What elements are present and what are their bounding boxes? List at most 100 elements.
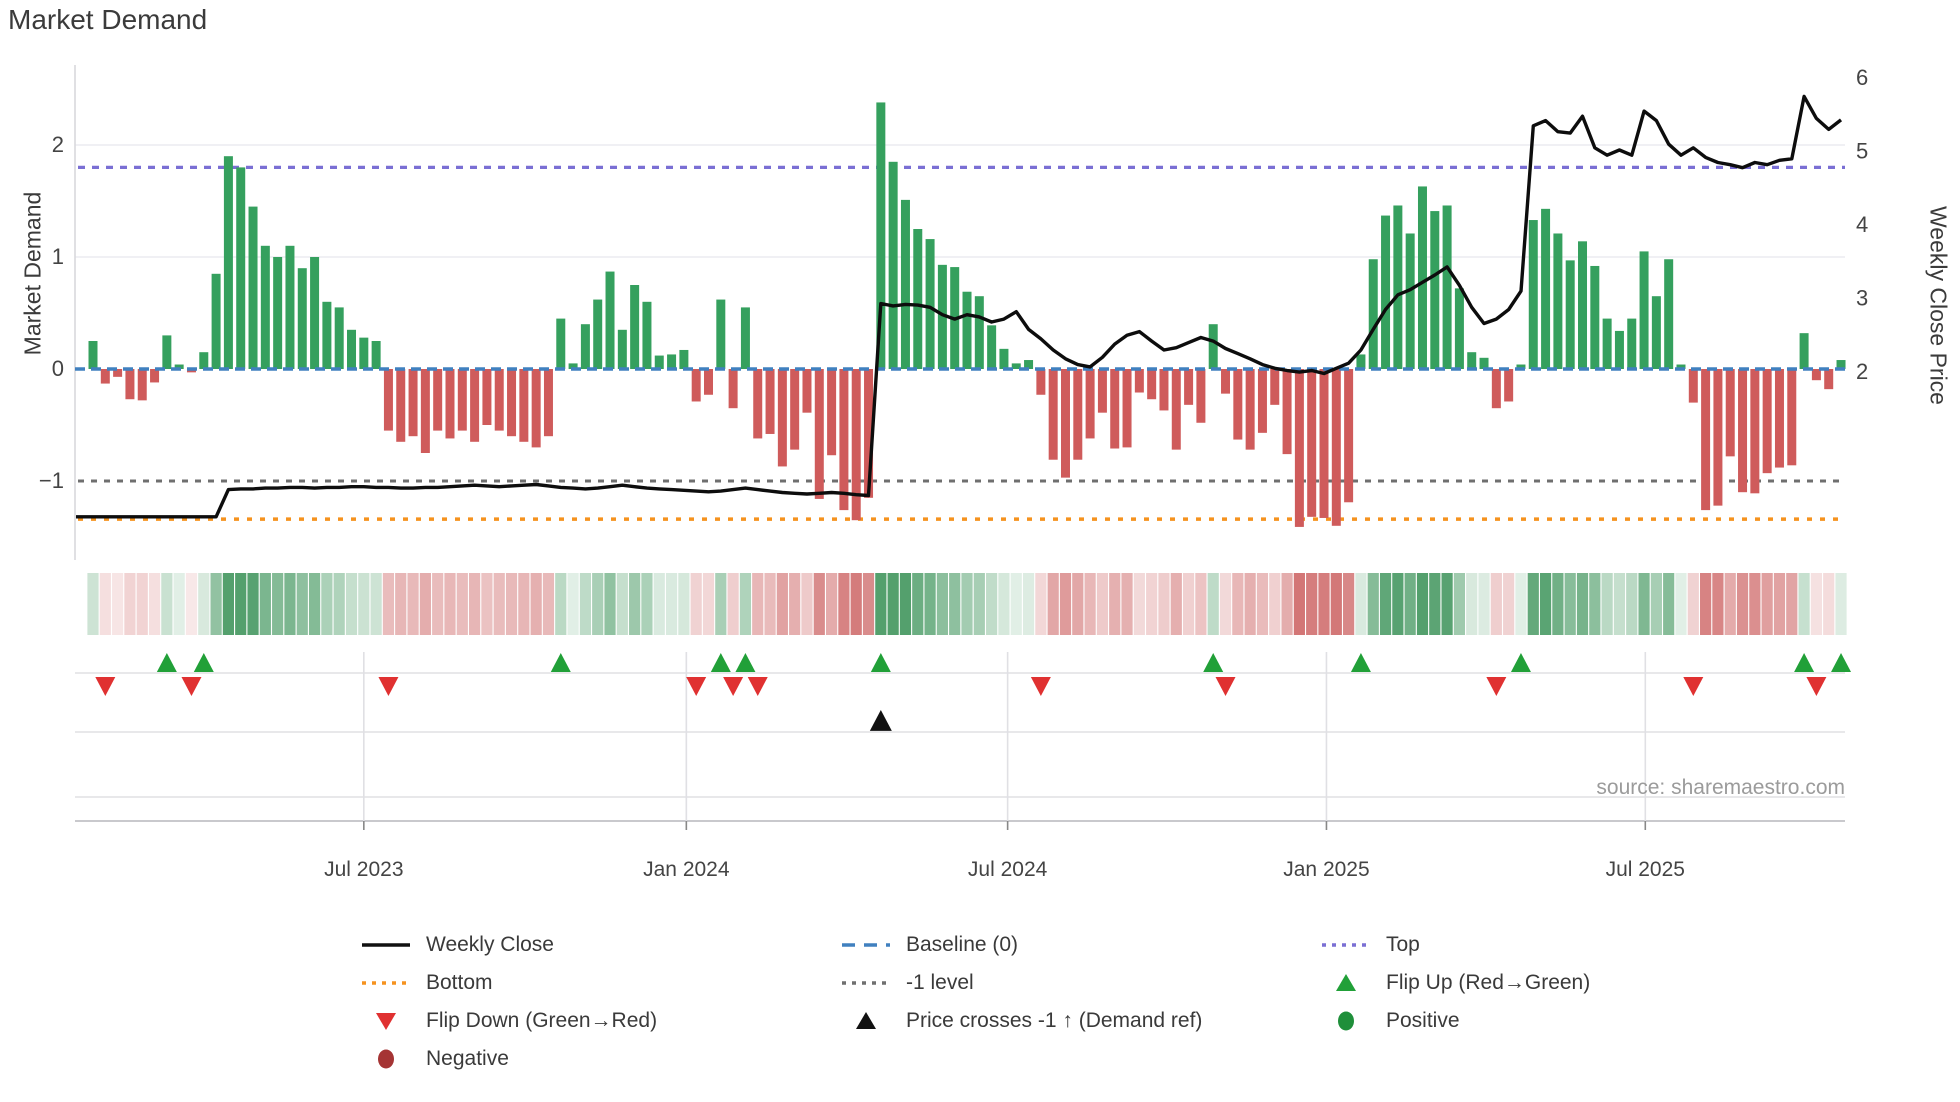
legend-item: Negative (360, 1044, 509, 1074)
heatmap-cell (432, 573, 444, 635)
demand-bar (88, 341, 98, 369)
demand-bar (691, 369, 701, 402)
demand-bar (962, 291, 972, 369)
heatmap-cell (124, 573, 136, 635)
heatmap-cell (112, 573, 124, 635)
heatmap-cell (185, 573, 198, 635)
heatmap-cell (419, 573, 431, 635)
heatmap-cell (1072, 573, 1084, 635)
heatmap-cell (936, 573, 948, 635)
heatmap-cell (764, 573, 776, 635)
heatmap-cell (247, 573, 259, 635)
demand-bar (1454, 288, 1464, 369)
demand-bar (1393, 205, 1403, 369)
heatmap-cell (801, 573, 813, 635)
demand-bar (925, 239, 935, 369)
demand-bar (1073, 369, 1083, 460)
demand-bar (1578, 241, 1588, 369)
demand-bar (1565, 260, 1575, 369)
heatmap-cell (1035, 573, 1047, 635)
demand-bar (273, 257, 283, 369)
legend-item: -1 level (840, 968, 974, 998)
flip-down-marker (723, 677, 744, 696)
demand-bar (593, 299, 603, 369)
heatmap-cell (235, 573, 247, 635)
heatmap-cell (1835, 573, 1847, 635)
demand-bar (1417, 186, 1427, 369)
heatmap-cell (629, 573, 641, 635)
demand-bar (1171, 369, 1181, 450)
heatmap-cell (1109, 573, 1121, 635)
heatmap-cell (1281, 573, 1293, 635)
heatmap-cell (456, 573, 468, 635)
demand-bar (322, 301, 332, 369)
flip-down-marker (1215, 677, 1236, 696)
heatmap-cell (1576, 573, 1589, 635)
heatmap-cell (87, 573, 99, 635)
circle-legend-icon (360, 1048, 412, 1070)
heatmap-cell (296, 573, 308, 635)
demand-bar (1504, 369, 1514, 402)
demand-bar (211, 273, 221, 369)
demand-bar (1159, 369, 1169, 411)
heatmap-cell (136, 573, 148, 635)
flip-down-marker (747, 677, 768, 696)
heatmap-cell (1392, 573, 1404, 635)
demand-bar (605, 271, 615, 369)
heatmap-cell (961, 573, 973, 635)
demand-bar (1639, 251, 1649, 369)
y-right-tick-label: 3 (1856, 286, 1868, 311)
legend-item: Top (1320, 930, 1420, 960)
heatmap-cell (1798, 573, 1810, 635)
demand-bar (383, 369, 393, 431)
demand-bar (1602, 318, 1612, 369)
heatmap-cell (1084, 573, 1096, 635)
heatmap-cell (1207, 573, 1219, 635)
demand-bar (1134, 369, 1144, 393)
demand-bar (1282, 369, 1292, 455)
heatmap-cell (1232, 573, 1244, 635)
demand-bar (1405, 233, 1415, 369)
heatmap-cell (1589, 573, 1601, 635)
legend-label: Negative (426, 1047, 509, 1070)
legend-label: Weekly Close (426, 933, 554, 956)
x-tick-label: Jul 2024 (968, 858, 1048, 881)
demand-bar (1036, 369, 1046, 395)
demand-bar (1147, 369, 1157, 400)
demand-bar (1651, 296, 1661, 369)
demand-bar (728, 369, 738, 409)
demand-bar (248, 206, 258, 369)
demand-bar (654, 355, 664, 369)
demand-bar (1196, 369, 1206, 423)
tri-up-legend-icon (1320, 972, 1372, 994)
demand-bar (617, 329, 627, 369)
demand-bar (347, 329, 357, 369)
demand-bar (580, 324, 590, 369)
heatmap-cell (1355, 573, 1367, 635)
demand-bar (704, 369, 713, 395)
dot-legend-icon (360, 972, 412, 994)
flip-up-marker (1510, 653, 1531, 672)
heatmap-cell (641, 573, 653, 635)
legend-item: Weekly Close (360, 930, 554, 960)
flip-down-marker (181, 677, 202, 696)
demand-bar (408, 369, 418, 437)
heatmap-cell (776, 573, 788, 635)
heatmap-cell (259, 573, 271, 635)
demand-bar (359, 337, 369, 369)
demand-bar (543, 369, 553, 437)
heatmap-cell (1503, 573, 1515, 635)
demand-bar (1541, 208, 1551, 369)
heatmap-cell (210, 573, 222, 635)
demand-bar (236, 167, 246, 369)
heatmap-cell (493, 573, 505, 635)
heatmap-cell (739, 573, 752, 635)
demand-bar (531, 369, 541, 448)
demand-bar (199, 352, 209, 369)
line-legend-icon (360, 934, 412, 956)
demand-bar (1060, 369, 1070, 478)
demand-bar (1479, 357, 1489, 369)
flip-down-marker (1030, 677, 1051, 696)
heatmap-cell (1650, 573, 1662, 635)
